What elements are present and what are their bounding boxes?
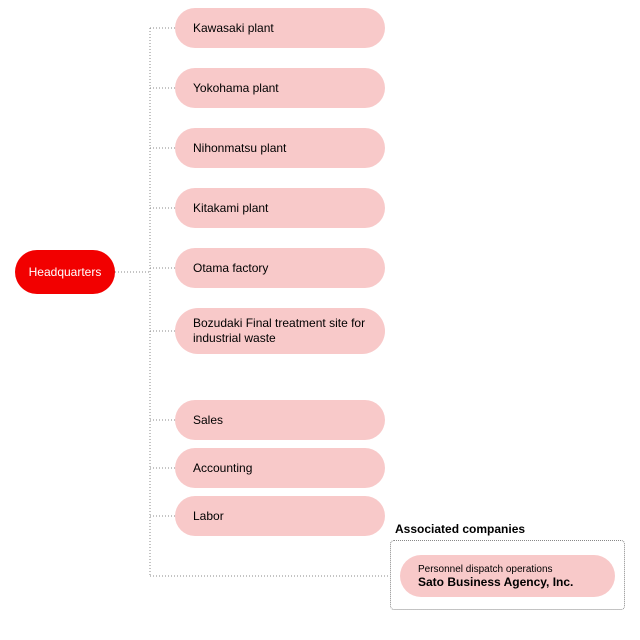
associated-title: Associated companies — [395, 522, 525, 536]
associated-node: Personnel dispatch operations Sato Busin… — [400, 555, 615, 597]
org-node: Kawasaki plant — [175, 8, 385, 48]
org-node-label: Labor — [193, 509, 224, 524]
associated-main: Sato Business Agency, Inc. — [418, 575, 573, 589]
associated-sub: Personnel dispatch operations — [418, 564, 553, 575]
headquarters-node: Headquarters — [15, 250, 115, 294]
org-node: Sales — [175, 400, 385, 440]
org-node-label: Kitakami plant — [193, 201, 268, 216]
org-node-label: Nihonmatsu plant — [193, 141, 286, 156]
org-node-label: Yokohama plant — [193, 81, 279, 96]
org-node: Accounting — [175, 448, 385, 488]
org-node-label: Accounting — [193, 461, 252, 476]
org-node-label: Kawasaki plant — [193, 21, 274, 36]
headquarters-label: Headquarters — [29, 265, 102, 279]
org-node: Bozudaki Final treatment site for indust… — [175, 308, 385, 354]
org-node: Yokohama plant — [175, 68, 385, 108]
org-node-label: Otama factory — [193, 261, 268, 276]
org-node: Otama factory — [175, 248, 385, 288]
org-node-label: Sales — [193, 413, 223, 428]
org-node: Kitakami plant — [175, 188, 385, 228]
org-node-label: Bozudaki Final treatment site for indust… — [193, 316, 367, 346]
org-node: Labor — [175, 496, 385, 536]
org-node: Nihonmatsu plant — [175, 128, 385, 168]
org-chart: Headquarters Kawasaki plant Yokohama plan… — [0, 0, 640, 640]
